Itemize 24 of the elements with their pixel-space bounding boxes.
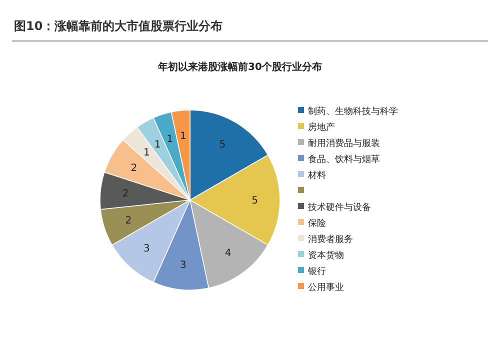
data-label: 4: [224, 248, 232, 259]
data-label: 3: [180, 260, 186, 271]
legend-label: 技术硬件与设备: [307, 202, 371, 214]
legend-label: 耐用消费品与服装: [308, 138, 380, 150]
legend-label: 食品、饮料与烟草: [308, 154, 380, 166]
chart-title: 图10：涨幅靠前的大市值股票行业分布: [14, 19, 223, 33]
data-label: 1: [143, 147, 150, 158]
data-label: 1: [180, 131, 186, 142]
legend-label: 保险: [308, 218, 326, 230]
legend-label: 材料: [307, 170, 326, 182]
data-label: 3: [143, 244, 150, 255]
data-label: 2: [125, 216, 132, 227]
data-label: 1: [154, 139, 161, 150]
data-label: 1: [166, 134, 174, 145]
legend-label: 房地产: [308, 122, 335, 134]
data-label: 5: [252, 196, 258, 206]
data-label: 5: [219, 139, 226, 150]
legend-label: 制药、生物科技与科学: [308, 106, 398, 118]
chart-subtitle: 年初以来港股涨幅前30个股行业分布: [157, 61, 322, 73]
data-label: 2: [130, 163, 138, 174]
legend-label: 资本货物: [308, 250, 344, 262]
legend-label: 银行: [307, 266, 326, 278]
legend-label: 公用事业: [308, 282, 344, 294]
legend-label: 消费者服务: [308, 234, 353, 246]
